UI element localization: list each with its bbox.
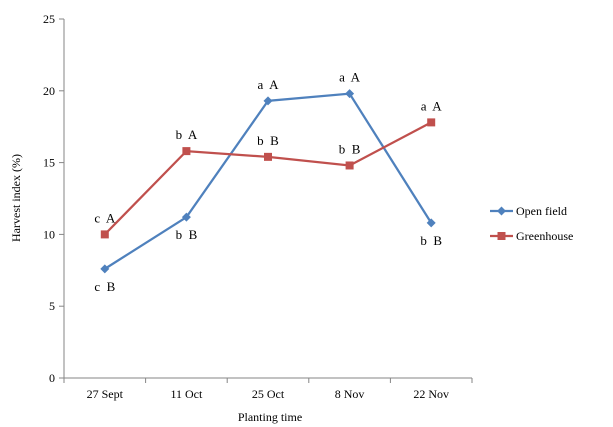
plot-area: 0 5 10 15 20 25 27 Sept 11 Oct 25 Oct 8 Nov 22 No… [43,12,473,401]
y-tick-label: 15 [43,156,55,170]
y-axis-title: Harvest index (%) [9,154,23,242]
x-axis-ticks: 27 Sept 11 Oct 25 Oct 8 Nov 22 Nov [63,378,473,401]
y-tick-label: 10 [43,227,55,241]
legend-label: Greenhouse [516,229,573,243]
significance-label: b B [339,141,361,156]
y-tick-label: 0 [49,371,55,385]
data-point [100,230,109,239]
x-tick-label: 8 Nov [335,387,365,401]
legend-marker [497,206,506,216]
y-axis-ticks: 0 5 10 15 20 25 [43,12,64,385]
legend-marker [497,232,506,240]
legend: Open field Greenhouse [490,204,573,243]
data-point [264,152,272,161]
y-tick-label: 20 [43,84,55,98]
x-tick-label: 22 Nov [413,387,449,401]
significance-label: b B [257,133,279,148]
x-tick-label: 25 Oct [252,387,285,401]
series-greenhouse [100,118,436,239]
significance-label: a A [339,70,361,85]
y-tick-label: 25 [43,12,55,26]
series-open-field [100,89,436,274]
data-point [182,147,191,156]
significance-label: b B [176,227,198,242]
data-point [345,89,355,99]
legend-item: Open field [490,204,567,218]
legend-label: Open field [516,204,567,218]
data-point [181,212,191,222]
significance-label: b A [176,127,198,142]
data-point [100,264,110,274]
significance-label: c A [94,210,116,225]
series-layer [100,89,436,274]
y-tick-label: 5 [49,299,55,313]
data-point [426,218,436,228]
annotation-layer: c B b B a A a A b B c A b A b B b B a A [94,70,442,294]
data-point [263,96,273,106]
data-point [345,161,354,170]
significance-label: c B [94,279,115,294]
legend-item: Greenhouse [490,229,573,243]
x-axis-title: Planting time [238,410,302,424]
significance-label: a A [421,98,443,113]
x-tick-label: 11 Oct [170,387,203,401]
series-line [104,92,433,270]
data-point [427,118,436,127]
significance-label: a A [258,77,280,92]
significance-label: b B [420,233,442,248]
x-tick-label: 27 Sept [87,387,124,401]
